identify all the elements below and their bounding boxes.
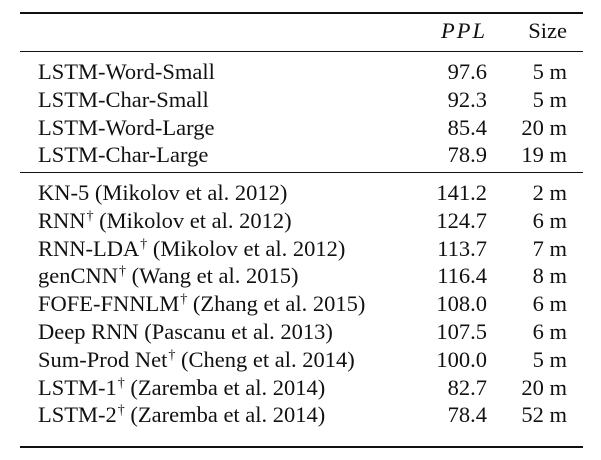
model-cell: Sum-Prod Net† (Cheng et al. 2014): [38, 346, 355, 374]
table-row: FOFE-FNNLM† (Zhang et al. 2015) 108.0 6 m: [0, 290, 601, 318]
model-cell: Deep RNN (Pascanu et al. 2013): [38, 318, 333, 346]
model-name: LSTM-Word-Small: [38, 59, 215, 84]
size-cell: 20 m: [521, 114, 567, 140]
ppl-cell: 78.4: [447, 402, 487, 428]
model-cell: RNN-LDA† (Mikolov et al. 2012): [38, 235, 345, 263]
table-row: genCNN† (Wang et al. 2015) 116.4 8 m: [0, 262, 601, 290]
top-rule: [20, 12, 583, 14]
ppl-cell: 113.7: [437, 235, 487, 261]
dagger-mark: †: [86, 208, 94, 224]
group-separator-rule: [20, 172, 583, 173]
dagger-mark: †: [180, 292, 188, 308]
citation: (Mikolov et al. 2012): [99, 207, 292, 233]
citation: (Wang et al. 2015): [131, 263, 299, 289]
table-row: LSTM-Char-Small 92.3 5 m: [0, 86, 601, 114]
ppl-cell: 100.0: [436, 346, 487, 372]
model-name: RNN: [38, 207, 86, 233]
table-row: LSTM-Word-Small 97.6 5 m: [0, 58, 601, 86]
ppl-cell: 116.4: [437, 263, 487, 289]
model-cell: LSTM-Char-Small: [38, 86, 209, 114]
table-row: Sum-Prod Net† (Cheng et al. 2014) 100.0 5 …: [0, 346, 601, 374]
size-cell: 2 m: [532, 180, 567, 205]
citation: (Zhang et al. 2015): [192, 291, 366, 317]
model-name: LSTM-2: [38, 402, 117, 428]
size-cell: 6 m: [532, 207, 567, 233]
size-cell: 19 m: [521, 142, 567, 168]
citation: (Mikolov et al. 2012): [94, 180, 288, 205]
dagger-mark: †: [117, 375, 125, 391]
table-row: RNN† (Mikolov et al. 2012) 124.7 6 m: [0, 207, 601, 235]
model-cell: LSTM-Char-Large: [38, 141, 208, 169]
header-row: PPL Size: [0, 17, 601, 45]
citation: (Zaremba et al. 2014): [130, 374, 326, 400]
model-name: FOFE-FNNLM: [38, 291, 180, 317]
table-row: Deep RNN (Pascanu et al. 2013) 107.5 6 m: [0, 318, 601, 346]
model-name: LSTM-Word-Large: [38, 114, 215, 140]
size-cell: 6 m: [532, 319, 567, 344]
ppl-cell: 78.9: [447, 142, 487, 168]
bottom-rule: [20, 446, 583, 448]
header-rule: [20, 51, 583, 52]
table-row: LSTM-Char-Large 78.9 19 m: [0, 141, 601, 169]
ppl-cell: 141.2: [436, 180, 487, 205]
table-row: KN-5 (Mikolov et al. 2012) 141.2 2 m: [0, 179, 601, 207]
model-name: Deep RNN: [38, 319, 139, 344]
model-cell: LSTM-Word-Small: [38, 58, 215, 86]
size-cell: 7 m: [532, 235, 567, 261]
dagger-mark: †: [117, 403, 125, 419]
dagger-mark: †: [119, 264, 126, 280]
ppl-cell: 97.6: [447, 59, 487, 84]
model-cell: LSTM-Word-Large: [38, 114, 214, 142]
model-cell: genCNN† (Wang et al. 2015): [38, 262, 299, 290]
model-cell: RNN† (Mikolov et al. 2012): [38, 207, 292, 235]
citation: (Cheng et al. 2014): [181, 346, 355, 372]
ppl-cell: 92.3: [447, 86, 487, 112]
model-cell: FOFE-FNNLM† (Zhang et al. 2015): [38, 290, 365, 318]
ppl-cell: 107.5: [436, 319, 487, 344]
model-cell: LSTM-2† (Zaremba et al. 2014): [38, 401, 325, 429]
table-row: LSTM-Word-Large 85.4 20 m: [0, 114, 601, 142]
header-size: Size: [528, 18, 567, 43]
model-name: genCNN: [38, 263, 118, 289]
table-row: LSTM-1† (Zaremba et al. 2014) 82.7 20 m: [0, 374, 601, 402]
size-cell: 5 m: [532, 86, 567, 112]
citation: (Zaremba et al. 2014): [130, 402, 326, 428]
model-name: Sum-Prod Net: [38, 346, 168, 372]
citation: (Mikolov et al. 2012): [152, 235, 346, 261]
model-name: LSTM-1: [38, 374, 117, 400]
ppl-cell: 108.0: [436, 291, 487, 317]
size-cell: 5 m: [532, 346, 567, 372]
size-cell: 20 m: [521, 374, 567, 400]
model-name: KN-5: [38, 180, 90, 205]
table-row: RNN-LDA† (Mikolov et al. 2012) 113.7 7 m: [0, 235, 601, 263]
model-name: RNN-LDA: [38, 235, 140, 261]
model-name: LSTM-Char-Small: [38, 86, 209, 112]
model-name: LSTM-Char-Large: [38, 142, 209, 168]
size-cell: 6 m: [532, 291, 567, 317]
ppl-cell: 82.7: [447, 374, 487, 400]
header-ppl: PPL: [440, 18, 487, 43]
size-cell: 5 m: [532, 59, 567, 84]
model-cell: KN-5 (Mikolov et al. 2012): [38, 179, 287, 207]
table-row: LSTM-2† (Zaremba et al. 2014) 78.4 52 m: [0, 401, 601, 429]
dagger-mark: †: [168, 347, 176, 363]
dagger-mark: †: [140, 236, 148, 252]
ppl-cell: 85.4: [447, 114, 487, 140]
size-cell: 52 m: [521, 402, 567, 428]
model-cell: LSTM-1† (Zaremba et al. 2014): [38, 374, 325, 402]
ppl-cell: 124.7: [436, 207, 487, 233]
size-cell: 8 m: [532, 263, 567, 289]
citation: (Pascanu et al. 2013): [144, 319, 333, 344]
